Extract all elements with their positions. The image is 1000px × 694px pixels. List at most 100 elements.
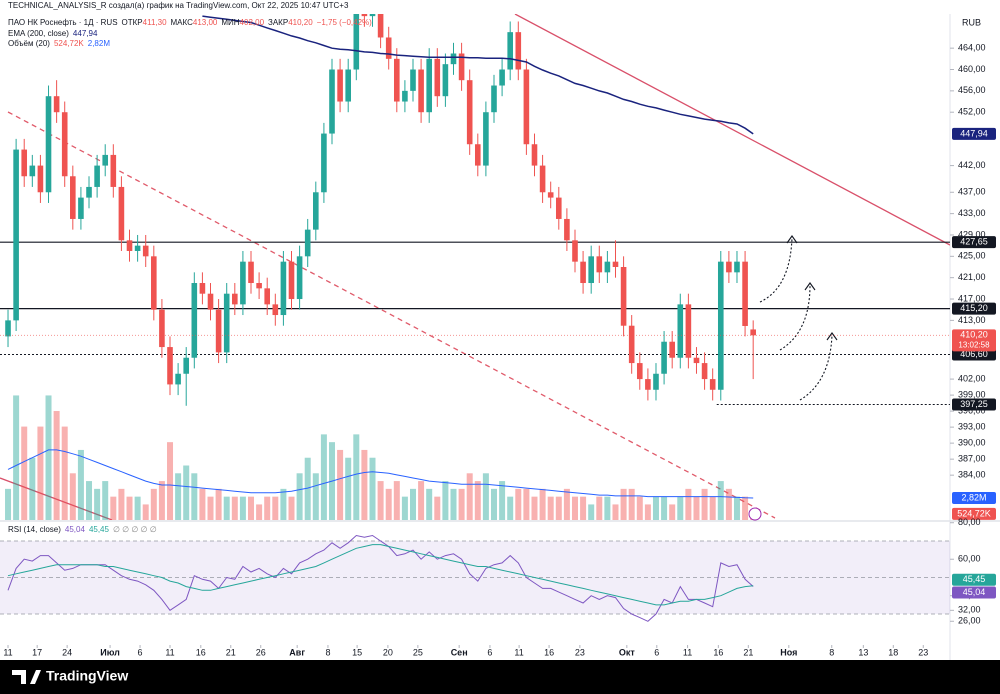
volume-bar xyxy=(45,395,52,520)
arrow-head xyxy=(826,332,838,341)
trend-line xyxy=(7,111,776,519)
candle-body xyxy=(207,293,214,310)
price-badge xyxy=(952,492,996,505)
candle-body xyxy=(499,69,505,86)
volume-bar xyxy=(264,496,271,520)
x-tick-label: 13 xyxy=(858,647,868,657)
x-tick-label: 24 xyxy=(62,647,72,657)
volume-bar xyxy=(636,496,643,520)
volume-bar xyxy=(669,504,676,520)
candle-body xyxy=(5,320,11,337)
volume-bar xyxy=(312,473,319,520)
volume-bar xyxy=(61,426,68,520)
volume-bar xyxy=(94,488,101,520)
volume-bar xyxy=(280,488,287,520)
value: 2,82M xyxy=(87,39,110,48)
price-badge xyxy=(952,302,996,315)
value: 45,45 xyxy=(88,525,109,534)
volume-bar xyxy=(191,473,198,520)
price-badge xyxy=(952,507,996,520)
volume-bar xyxy=(239,496,246,520)
volume-bar xyxy=(725,488,732,520)
y-tick-label: 460,00 xyxy=(958,64,986,74)
candle-body xyxy=(118,186,125,241)
price-badge xyxy=(952,329,996,352)
volume-bar xyxy=(717,481,724,520)
x-tick-label: 15 xyxy=(352,647,362,657)
candle-body xyxy=(304,229,311,257)
candle-body xyxy=(369,14,376,17)
volume-bar xyxy=(37,426,44,520)
rsi-pane xyxy=(0,534,950,622)
y-tick-label: 384,00 xyxy=(958,470,986,480)
candle-body xyxy=(53,96,60,113)
badge-label: 447,94 xyxy=(960,128,988,138)
volume-bar xyxy=(418,481,425,520)
y-tick-label: 429,00 xyxy=(958,229,986,239)
volume-bar xyxy=(102,481,109,520)
logo-mark xyxy=(12,670,41,684)
candle-body xyxy=(434,58,441,97)
y-tick-label: 402,00 xyxy=(958,373,986,383)
volume-bar xyxy=(685,488,692,520)
candle-body xyxy=(555,197,562,219)
candle-body xyxy=(345,69,352,102)
y-tick-label: 399,00 xyxy=(958,389,986,399)
candle-body xyxy=(232,293,238,305)
candle-body xyxy=(70,176,76,219)
y-tick-label: 421,00 xyxy=(958,272,986,282)
axes: 464,00 460,00 456,00 452,00 442,00 437,00 433,… xyxy=(3,43,996,657)
volume-bar xyxy=(5,488,12,520)
volume-bar xyxy=(320,434,327,520)
volume-bar xyxy=(531,496,538,520)
value: 411,30 xyxy=(142,18,167,27)
x-tick-label: Авг xyxy=(289,647,305,657)
label: Объём (20) xyxy=(8,39,50,48)
y-tick-label: 425,00 xyxy=(958,251,986,261)
rsi-legend: RSI (14, close) 45,04 45,45 ∅ ∅ ∅ ∅ ∅ xyxy=(8,525,157,534)
change: −1,75 (−0,42%) xyxy=(316,18,372,27)
candle-body xyxy=(159,309,165,348)
volume-bar xyxy=(86,481,93,520)
candle-body xyxy=(588,256,594,284)
volume-ma-line xyxy=(7,449,754,499)
candle-body xyxy=(78,197,84,219)
value: 410,20 xyxy=(288,18,313,27)
x-tick-label: 6 xyxy=(138,647,143,657)
y-tick-label: 387,00 xyxy=(958,454,986,464)
label: ЗАКР xyxy=(268,18,289,27)
x-tick-label: 16 xyxy=(713,647,723,657)
x-tick-label: 23 xyxy=(918,647,928,657)
candle-body xyxy=(191,283,198,358)
volume-bar xyxy=(401,496,408,520)
candle-body xyxy=(693,357,700,364)
y-tick-label: 452,00 xyxy=(958,107,986,117)
candle-body xyxy=(620,267,627,326)
candle-body xyxy=(645,379,651,390)
volume-bar xyxy=(515,488,522,520)
x-tick-label: 16 xyxy=(544,647,554,657)
badge-label: 2,82M xyxy=(961,492,986,502)
candle-body xyxy=(288,261,295,300)
candle-body xyxy=(264,288,271,305)
volume-bar xyxy=(628,488,635,520)
volume-bar xyxy=(661,496,668,520)
candle-body xyxy=(661,341,667,374)
candle-body xyxy=(215,309,222,353)
volume-bar xyxy=(733,496,740,520)
x-tick-label: 23 xyxy=(575,647,585,657)
volume-bar xyxy=(580,496,587,520)
candle-body xyxy=(418,69,424,113)
volume-bar xyxy=(709,496,716,520)
x-tick-label: Ноя xyxy=(780,647,797,657)
volume-bar xyxy=(393,481,400,520)
candle-body xyxy=(507,32,513,70)
price-badge xyxy=(952,398,996,411)
volume-bar xyxy=(256,504,263,520)
volume-bar xyxy=(337,449,344,520)
x-tick-label: 11 xyxy=(683,647,692,657)
candle-body xyxy=(126,240,133,251)
volume-bar xyxy=(158,481,165,520)
trend-line xyxy=(0,477,113,520)
